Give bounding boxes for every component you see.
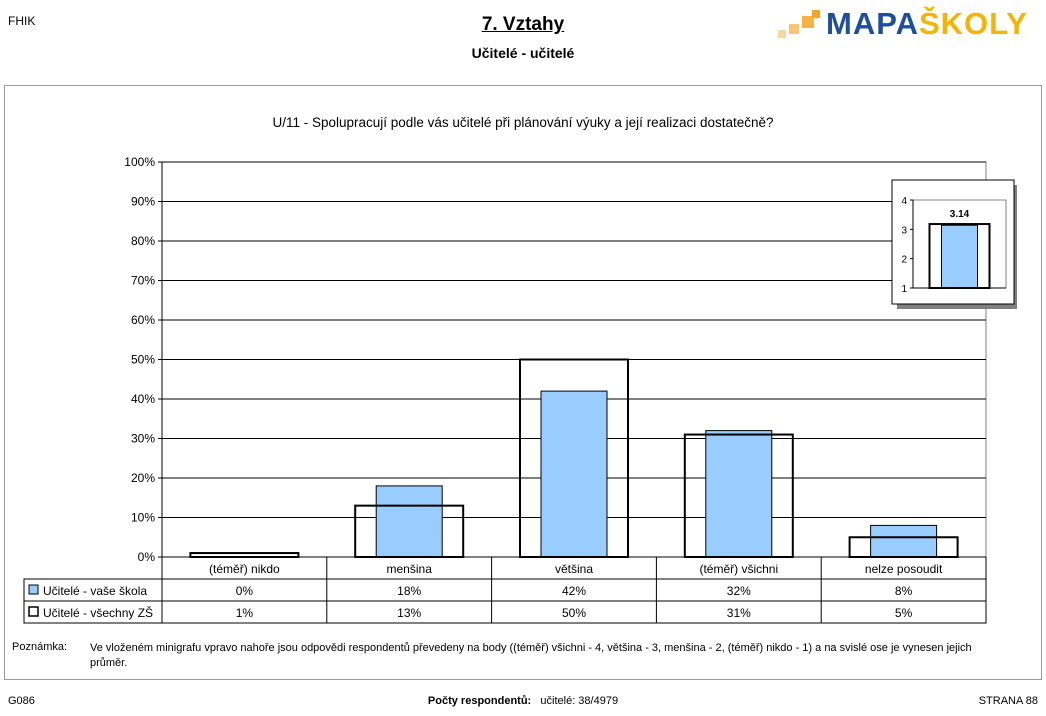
document-code: FHIK (8, 14, 36, 28)
value-all-schools: 1% (236, 606, 254, 620)
value-school: 32% (727, 584, 751, 598)
logo-text-main: MAPA (826, 6, 919, 41)
y-tick-label: 100% (124, 155, 155, 169)
legend-key-school (28, 584, 39, 595)
legend-key-all-schools (28, 606, 39, 617)
footer-code: G086 (8, 695, 35, 707)
minigraph-y-tick-label: 1 (901, 284, 907, 295)
minigraph-y-tick-label: 2 (901, 255, 907, 266)
y-tick-label: 30% (131, 432, 155, 446)
y-tick-label: 50% (131, 353, 155, 367)
bar-school (540, 390, 608, 558)
bar-all-schools (519, 358, 629, 558)
category-label: menšina (387, 562, 433, 576)
y-tick-label: 20% (131, 471, 155, 485)
legend-label-school: Učitelé - vaše škola (43, 584, 147, 598)
mapa-skoly-logo: MAPAŠKOLY (778, 6, 1030, 42)
value-all-schools: 5% (895, 606, 913, 620)
y-tick-label: 90% (131, 195, 155, 209)
value-all-schools: 13% (397, 606, 421, 620)
respondent-counts: Počty respondentů: učitelé: 38/4979 (0, 695, 1046, 707)
bar-all-schools (683, 433, 794, 558)
legend-label-all-schools: Učitelé - všechny ZŠ (43, 605, 153, 620)
bar-school (705, 430, 773, 558)
y-tick-label: 10% (131, 511, 155, 525)
minigraph-bar-school (941, 224, 978, 289)
minigraph-value-label: 3.14 (950, 209, 970, 220)
y-tick-label: 60% (131, 313, 155, 327)
value-all-schools: 50% (562, 606, 586, 620)
y-tick-label: 0% (138, 550, 156, 564)
respondent-counts-value: učitelé: 38/4979 (540, 695, 619, 707)
note-label: Poznámka: (12, 641, 68, 653)
value-school: 42% (562, 584, 586, 598)
y-tick-label: 70% (131, 274, 155, 288)
y-tick-label: 80% (131, 234, 155, 248)
minigraph-y-tick-label: 3 (901, 225, 907, 236)
chart-frame (4, 85, 1042, 680)
value-school: 18% (397, 584, 421, 598)
chart-title: U/11 - Spolupracují podle vás učitelé př… (272, 115, 774, 130)
value-school: 0% (236, 584, 254, 598)
bar-all-schools (189, 552, 300, 558)
category-label: (téměř) nikdo (209, 562, 280, 576)
note-text: Ve vloženém minigrafu vpravo nahoře jsou… (90, 642, 972, 669)
bar-all-schools (354, 504, 465, 558)
bar-all-schools (848, 536, 959, 558)
category-label: většina (555, 562, 593, 576)
value-school: 8% (895, 584, 913, 598)
bar-school (375, 485, 443, 558)
bar-school (870, 524, 938, 558)
y-tick-label: 40% (131, 392, 155, 406)
minigraph-y-tick-label: 4 (901, 196, 907, 207)
logo-text-accent: ŠKOLY (918, 6, 1028, 41)
category-label: nelze posoudit (865, 562, 943, 576)
minigraph-bar-all-schools (928, 223, 991, 289)
page-subtitle: Učitelé - učitelé (471, 45, 575, 61)
respondent-counts-label: Počty respondentů: (427, 695, 532, 707)
value-all-schools: 31% (727, 606, 751, 620)
page-number: STRANA 88 (978, 695, 1038, 707)
page-title: 7. Vztahy (481, 14, 565, 35)
category-label: (téměř) všichni (699, 562, 778, 576)
